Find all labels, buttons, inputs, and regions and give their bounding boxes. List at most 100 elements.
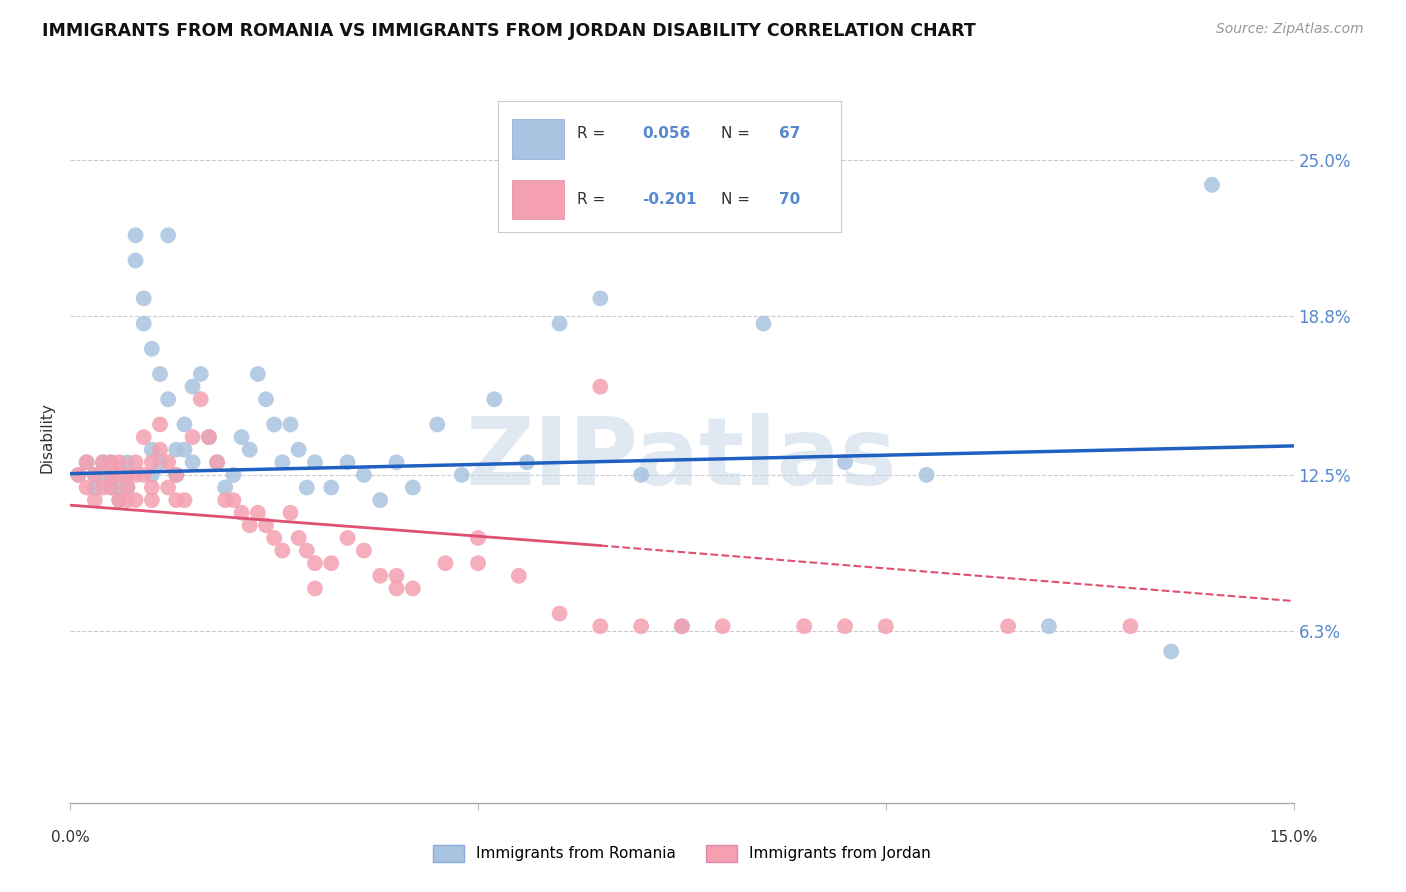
Point bbox=[181, 430, 204, 444]
Point bbox=[304, 582, 326, 596]
Point bbox=[287, 442, 309, 457]
Point bbox=[516, 455, 538, 469]
Point bbox=[246, 506, 269, 520]
Point bbox=[295, 481, 318, 495]
Point bbox=[671, 619, 693, 633]
Point bbox=[91, 455, 114, 469]
Point bbox=[205, 455, 228, 469]
Point bbox=[280, 417, 302, 432]
Point bbox=[271, 455, 294, 469]
Point bbox=[157, 228, 180, 243]
Point bbox=[117, 493, 139, 508]
Point bbox=[108, 467, 131, 482]
Point bbox=[198, 430, 221, 444]
Point bbox=[548, 607, 571, 621]
Point bbox=[117, 481, 139, 495]
Point bbox=[117, 467, 139, 482]
Point bbox=[157, 392, 180, 407]
Point bbox=[353, 543, 375, 558]
Point bbox=[198, 430, 221, 444]
Point bbox=[108, 455, 131, 469]
Text: 15.0%: 15.0% bbox=[1270, 830, 1317, 845]
Point bbox=[67, 467, 90, 482]
Point bbox=[321, 481, 343, 495]
Point bbox=[124, 493, 146, 508]
Point bbox=[76, 481, 98, 495]
Point bbox=[76, 455, 98, 469]
Point bbox=[548, 317, 571, 331]
Point bbox=[117, 455, 139, 469]
Point bbox=[173, 493, 195, 508]
Point bbox=[368, 493, 391, 508]
Point bbox=[239, 518, 262, 533]
Point bbox=[1119, 619, 1142, 633]
Point bbox=[336, 531, 359, 545]
Point bbox=[149, 367, 172, 381]
Legend: Immigrants from Romania, Immigrants from Jordan: Immigrants from Romania, Immigrants from… bbox=[427, 838, 936, 868]
Point bbox=[83, 467, 105, 482]
Text: Source: ZipAtlas.com: Source: ZipAtlas.com bbox=[1216, 22, 1364, 37]
Point bbox=[100, 455, 122, 469]
Point bbox=[997, 619, 1019, 633]
Point bbox=[181, 455, 204, 469]
Point bbox=[141, 442, 163, 457]
Point bbox=[254, 518, 277, 533]
Point bbox=[450, 467, 472, 482]
Point bbox=[157, 455, 180, 469]
Point bbox=[304, 556, 326, 570]
Point bbox=[1160, 644, 1182, 658]
Point bbox=[287, 531, 309, 545]
Y-axis label: Disability: Disability bbox=[39, 401, 55, 473]
Point bbox=[875, 619, 897, 633]
Point bbox=[630, 467, 652, 482]
Point bbox=[190, 367, 212, 381]
Point bbox=[467, 531, 489, 545]
Point bbox=[132, 467, 155, 482]
Point bbox=[426, 417, 449, 432]
Point bbox=[353, 467, 375, 482]
Point bbox=[124, 467, 146, 482]
Point bbox=[280, 506, 302, 520]
Point bbox=[589, 619, 612, 633]
Point bbox=[214, 481, 236, 495]
Point bbox=[100, 455, 122, 469]
Point bbox=[231, 506, 253, 520]
Point bbox=[402, 582, 425, 596]
Point bbox=[402, 481, 425, 495]
Point bbox=[222, 467, 245, 482]
Point bbox=[589, 379, 612, 393]
Point bbox=[132, 317, 155, 331]
Point bbox=[149, 442, 172, 457]
Point bbox=[141, 493, 163, 508]
Point bbox=[336, 455, 359, 469]
Point bbox=[467, 556, 489, 570]
Point bbox=[108, 481, 131, 495]
Point bbox=[263, 531, 285, 545]
Point bbox=[165, 467, 187, 482]
Point bbox=[711, 619, 734, 633]
Point bbox=[1038, 619, 1060, 633]
Point bbox=[1201, 178, 1223, 192]
Point bbox=[385, 582, 408, 596]
Point bbox=[793, 619, 815, 633]
Point bbox=[141, 481, 163, 495]
Point bbox=[83, 467, 105, 482]
Point bbox=[484, 392, 506, 407]
Point bbox=[205, 455, 228, 469]
Point bbox=[117, 467, 139, 482]
Point bbox=[173, 417, 195, 432]
Point bbox=[117, 481, 139, 495]
Point bbox=[304, 455, 326, 469]
Point bbox=[83, 493, 105, 508]
Point bbox=[254, 392, 277, 407]
Point bbox=[100, 481, 122, 495]
Point bbox=[295, 543, 318, 558]
Point bbox=[181, 379, 204, 393]
Point bbox=[271, 543, 294, 558]
Point bbox=[165, 493, 187, 508]
Point bbox=[149, 455, 172, 469]
Point bbox=[141, 455, 163, 469]
Point bbox=[385, 569, 408, 583]
Point bbox=[100, 481, 122, 495]
Point bbox=[589, 291, 612, 305]
